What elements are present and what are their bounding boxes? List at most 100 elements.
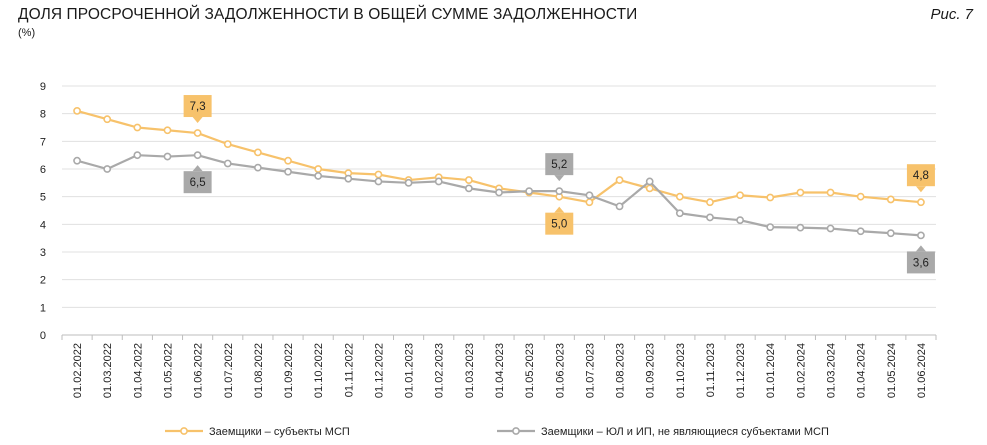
data-point — [766, 193, 775, 202]
data-point — [374, 177, 383, 186]
value-callout-box — [545, 153, 574, 176]
y-tick-label: 9 — [40, 81, 46, 93]
data-point — [736, 216, 745, 225]
value-callout-label: 5,2 — [551, 159, 567, 171]
data-point — [917, 198, 925, 207]
y-tick-label: 1 — [40, 302, 46, 314]
data-point — [314, 172, 323, 180]
data-point — [103, 165, 112, 173]
data-point — [675, 209, 684, 218]
chart-title: ДОЛЯ ПРОСРОЧЕННОЙ ЗАДОЛЖЕННОСТИ В ОБЩЕЙ … — [18, 6, 638, 23]
value-callout-pointer — [192, 165, 203, 172]
value-callout-pointer — [192, 117, 203, 124]
x-tick-label: 01.09.2023 — [645, 343, 657, 398]
data-point — [495, 188, 503, 197]
data-point — [856, 227, 865, 236]
data-point — [525, 187, 534, 196]
y-tick-label: 5 — [40, 192, 46, 204]
x-tick-label: 01.09.2022 — [283, 343, 295, 398]
y-tick-label: 8 — [40, 109, 46, 121]
data-point — [73, 107, 81, 115]
data-point — [284, 156, 292, 165]
data-point — [344, 174, 353, 183]
data-point — [615, 176, 624, 184]
data-point — [223, 159, 232, 168]
x-tick-label: 01.08.2022 — [253, 343, 265, 398]
legend-marker — [512, 427, 520, 435]
legend-marker — [180, 427, 188, 435]
data-point — [434, 177, 443, 186]
x-tick-label: 01.11.2023 — [705, 343, 717, 397]
data-point — [284, 167, 292, 176]
value-callout-label: 6,5 — [190, 177, 206, 189]
x-tick-label: 01.10.2022 — [313, 343, 325, 398]
data-point — [585, 198, 594, 207]
data-point — [223, 140, 232, 148]
x-tick-label: 01.12.2023 — [735, 343, 747, 398]
x-tick-label: 01.03.2024 — [826, 343, 838, 398]
data-point — [706, 213, 714, 222]
data-point — [133, 151, 142, 160]
value-callout-box — [906, 251, 935, 274]
data-point — [826, 188, 835, 197]
y-tick-label: 2 — [40, 275, 46, 287]
legend-label: Заемщики – субъекты МСП — [209, 426, 350, 438]
value-callout-pointer — [915, 186, 926, 193]
x-tick-label: 01.06.2024 — [916, 343, 928, 398]
x-tick-label: 01.03.2022 — [102, 343, 114, 398]
x-tick-label: 01.02.2022 — [72, 343, 84, 398]
y-tick-label: 7 — [40, 136, 46, 148]
x-tick-label: 01.03.2023 — [464, 343, 476, 398]
data-point — [796, 188, 805, 197]
data-point — [314, 165, 323, 173]
value-callout-box — [183, 95, 212, 118]
value-callout-label: 4,8 — [913, 170, 929, 182]
x-tick-label: 01.05.2024 — [886, 343, 898, 398]
data-point — [253, 148, 262, 157]
data-point — [464, 176, 473, 184]
data-point — [103, 115, 112, 124]
x-tick-label: 01.02.2023 — [434, 343, 446, 398]
data-point — [73, 156, 81, 165]
x-tick-label: 01.01.2024 — [765, 343, 777, 398]
data-point — [163, 152, 172, 161]
data-point — [555, 187, 564, 196]
data-point — [886, 229, 895, 238]
value-callout-pointer — [554, 206, 565, 213]
y-tick-label: 6 — [40, 164, 46, 176]
data-point — [675, 192, 684, 201]
x-tick-label: 01.02.2024 — [795, 343, 807, 398]
value-callout-box — [906, 164, 935, 187]
data-point — [645, 184, 654, 193]
x-tick-label: 01.04.2024 — [856, 343, 868, 398]
x-tick-label: 01.05.2023 — [524, 343, 536, 398]
value-callout-label: 3,6 — [913, 257, 929, 269]
x-tick-label: 01.07.2023 — [584, 343, 596, 398]
data-point — [404, 178, 413, 187]
x-tick-label: 01.10.2023 — [675, 343, 687, 398]
data-point — [917, 231, 925, 240]
x-tick-label: 01.06.2022 — [193, 343, 205, 398]
data-point — [645, 177, 654, 186]
x-tick-label: 01.12.2022 — [373, 343, 385, 398]
data-point — [163, 126, 172, 135]
x-tick-label: 01.11.2022 — [343, 343, 355, 397]
data-point — [193, 151, 202, 160]
value-callout-box — [183, 171, 212, 194]
x-tick-label: 01.01.2023 — [404, 343, 416, 398]
data-point — [133, 123, 142, 132]
value-callout-label: 5,0 — [551, 219, 567, 231]
data-point — [706, 198, 714, 207]
data-point — [826, 224, 835, 233]
y-tick-label: 3 — [40, 247, 46, 259]
data-point — [464, 184, 473, 193]
value-callout-pointer — [915, 245, 926, 252]
data-point — [193, 129, 202, 137]
x-tick-label: 01.08.2023 — [615, 343, 627, 398]
x-tick-label: 01.05.2022 — [162, 343, 174, 398]
y-tick-label: 4 — [40, 219, 46, 231]
value-callout-pointer — [554, 175, 565, 182]
data-point — [886, 195, 895, 204]
legend-label: Заемщики – ЮЛ и ИП, не являющиеся субъек… — [541, 426, 829, 438]
